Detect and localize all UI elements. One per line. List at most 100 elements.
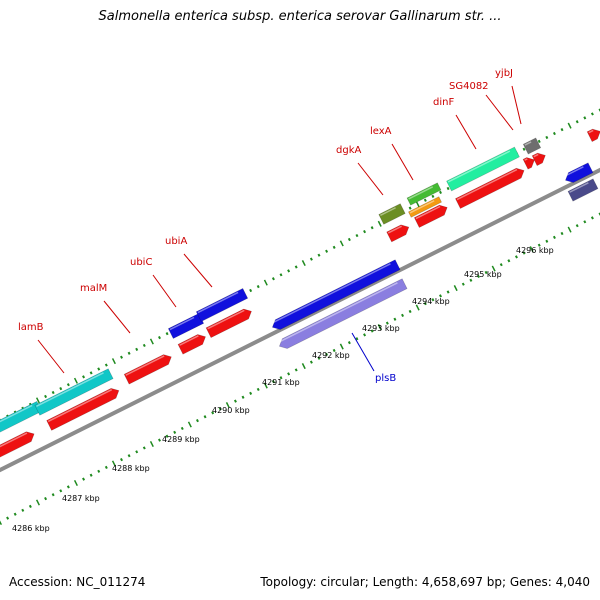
gene-label-dinf[interactable]: dinF [433, 97, 454, 108]
scale-label: 4296 kbp [516, 246, 554, 255]
accession-text: Accession: NC_011274 [9, 575, 146, 589]
gene-label-dgka[interactable]: dgkA [336, 145, 361, 156]
tick-mark [469, 278, 473, 282]
tick-mark [294, 368, 298, 372]
tick-mark [453, 285, 458, 292]
tick-mark [89, 473, 93, 477]
tick-mark [120, 458, 123, 462]
gene-leader-line [357, 162, 384, 196]
tick-mark [499, 263, 503, 267]
tick-mark [385, 321, 389, 325]
tick-mark [423, 302, 427, 306]
scale-label: 4291 kbp [262, 378, 300, 387]
tick-mark [567, 122, 572, 129]
tick-mark [301, 363, 306, 370]
tick-mark [82, 375, 86, 379]
tick-mark [332, 348, 336, 353]
tick-mark [51, 390, 55, 395]
tick-mark [111, 358, 116, 365]
tick-mark [355, 337, 359, 341]
gene-leader-line [455, 114, 477, 150]
tick-mark [347, 237, 351, 242]
gene-leader-line [485, 94, 514, 131]
tick-mark [575, 120, 579, 124]
tick-mark [370, 226, 374, 230]
tick-mark [97, 367, 101, 371]
tick-mark [294, 265, 298, 269]
gene-leader-line [391, 143, 414, 181]
tick-mark [249, 288, 253, 293]
gene-block-red [386, 224, 410, 243]
genome-stats-text: Topology: circular; Length: 4,658,697 bp… [260, 575, 590, 589]
tick-mark [431, 194, 435, 198]
tick-mark [287, 372, 291, 376]
gene-block-mint [446, 146, 520, 192]
scale-label: 4294 kbp [412, 297, 450, 306]
tick-mark [545, 239, 549, 243]
gene-leader-line [351, 332, 375, 372]
gene-leader-line [103, 300, 131, 334]
tick-mark [120, 355, 123, 359]
gene-block-red [455, 167, 525, 209]
tick-mark [73, 377, 78, 384]
tick-mark [0, 520, 3, 526]
gene-block-red [123, 354, 172, 385]
tick-mark [537, 139, 541, 144]
gene-label-yjbj[interactable]: yjbJ [495, 68, 513, 79]
tick-layer [0, 108, 600, 526]
tick-mark [97, 469, 101, 473]
tick-mark [142, 446, 146, 450]
tick-mark [522, 147, 526, 151]
gene-label-lamb[interactable]: lamB [18, 322, 44, 333]
tick-mark [439, 294, 442, 298]
gene-label-plsb[interactable]: plsB [375, 373, 396, 384]
gene-label-malm[interactable]: malM [80, 283, 107, 294]
tick-mark [522, 251, 526, 255]
tick-mark [111, 460, 116, 467]
tick-mark [491, 265, 496, 272]
tick-mark [165, 434, 169, 438]
tick-mark [552, 235, 556, 240]
gene-label-lexa[interactable]: lexA [370, 126, 392, 137]
gene-label-ubic[interactable]: ubiC [130, 257, 152, 268]
gene-block-red [531, 152, 546, 167]
tick-mark [149, 441, 154, 448]
tick-mark [317, 356, 321, 360]
tick-mark [263, 382, 268, 389]
scale-label: 4287 kbp [62, 494, 100, 503]
gene-label-sg4082[interactable]: SG4082 [449, 81, 489, 92]
gene-block-red [413, 204, 448, 228]
tick-mark [59, 489, 63, 493]
tick-mark [332, 245, 336, 249]
feature-layer [0, 128, 600, 473]
tick-mark [325, 352, 329, 356]
tick-mark [560, 128, 564, 132]
tick-mark [149, 338, 154, 345]
gene-block-navy [567, 178, 599, 202]
tick-mark [165, 332, 169, 336]
tick-mark [545, 135, 549, 140]
tick-mark [415, 201, 420, 208]
gene-block-red [177, 334, 206, 355]
label-layer: 4286 kbp 4287 kbp 4288 kbp 4289 kbp 4290 kbp… [12, 68, 554, 533]
map-title: Salmonella enterica subsp. enterica sero… [98, 9, 502, 24]
tick-mark [203, 415, 207, 419]
tick-mark [271, 380, 275, 384]
tick-mark [537, 243, 541, 247]
tick-mark [583, 116, 587, 120]
gene-leader-line [511, 85, 522, 125]
tick-mark [256, 387, 260, 392]
tick-mark [431, 298, 435, 302]
tick-mark [104, 465, 108, 470]
tick-mark [104, 363, 108, 367]
tick-mark [477, 274, 480, 278]
tick-mark [423, 198, 427, 202]
tick-mark [560, 231, 564, 236]
gene-label-ubia[interactable]: ubiA [165, 236, 187, 247]
tick-mark [446, 186, 450, 191]
tick-mark [6, 516, 10, 520]
gene-block-red [0, 431, 35, 464]
gene-block-blue [167, 313, 205, 339]
scale-label: 4292 kbp [312, 351, 350, 360]
tick-mark [142, 343, 146, 348]
